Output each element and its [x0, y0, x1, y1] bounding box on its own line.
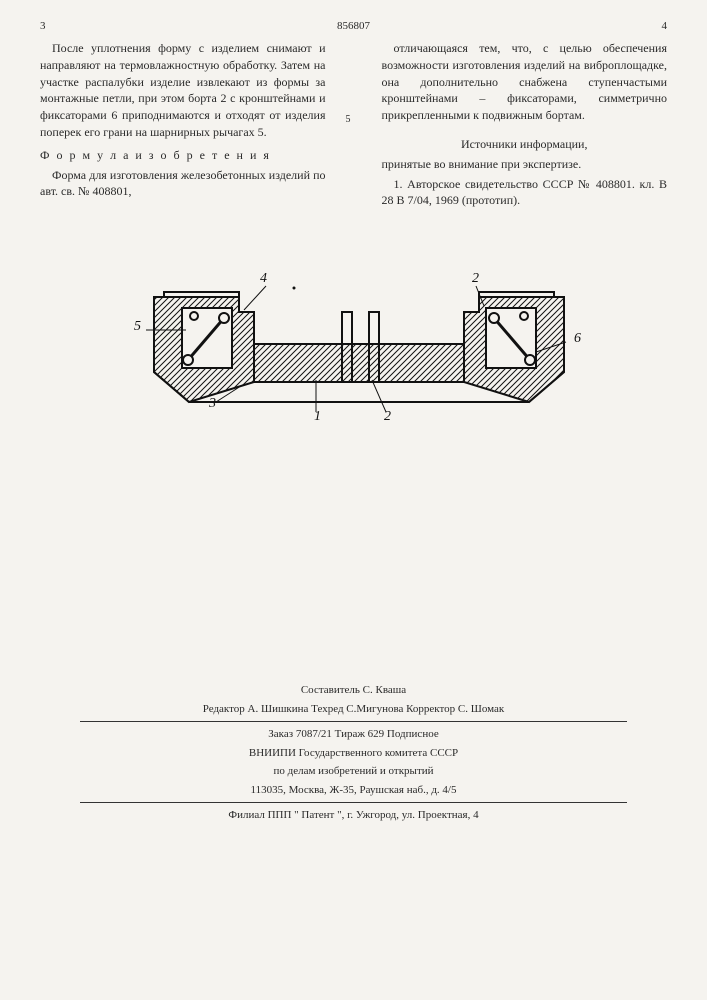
- page-header: 3 856807 4: [40, 20, 667, 32]
- diagram-label-4: 4: [260, 271, 267, 286]
- text-columns: После уплотнения форму с изделием снимаю…: [40, 40, 667, 212]
- divider-2: [80, 802, 627, 803]
- sources-heading: Источники информации,: [382, 136, 668, 153]
- org-line-2: по делам изобретений и открытий: [40, 763, 667, 780]
- formula-heading: Ф о р м у л а и з о б р е т е н и я: [40, 147, 326, 164]
- reference-1: 1. Авторское свидетельство СССР № 408801…: [382, 176, 668, 210]
- diagram-label-5: 5: [134, 319, 141, 334]
- left-para-2: Форма для изготовления железобетонных из…: [40, 167, 326, 201]
- margin-number: 5: [346, 114, 351, 125]
- left-para-1: После уплотнения форму с изделием снимаю…: [40, 40, 326, 141]
- diagram-label-3: 3: [208, 396, 216, 411]
- order-line: Заказ 7087/21 Тираж 629 Подписное: [40, 726, 667, 743]
- credits-block: Составитель С. Кваша Редактор А. Шишкина…: [40, 682, 667, 824]
- diagram-label-6: 6: [574, 331, 581, 346]
- diagram-container: 1 2 2 3 4 5 6: [40, 252, 667, 442]
- divider-1: [80, 721, 627, 722]
- diagram-label-2: 2: [472, 271, 479, 286]
- composer: Составитель С. Кваша: [40, 682, 667, 699]
- diagram-label-1: 1: [314, 409, 321, 424]
- right-para-1: отличающаяся тем, что, с целью обеспечен…: [382, 40, 668, 124]
- left-column: После уплотнения форму с изделием снимаю…: [40, 40, 326, 212]
- page-num-left: 3: [40, 20, 46, 32]
- page-num-right: 4: [662, 20, 668, 32]
- sources-heading-2: принятые во внимание при экспертизе.: [382, 156, 668, 173]
- diagram-label-2: 2: [384, 409, 391, 424]
- right-column: отличающаяся тем, что, с целью обеспечен…: [382, 40, 668, 212]
- doc-number: 856807: [337, 20, 370, 32]
- cross-section-diagram: 1 2 2 3 4 5 6: [94, 252, 614, 442]
- filial-line: Филиал ППП " Патент ", г. Ужгород, ул. П…: [40, 807, 667, 824]
- org-line-1: ВНИИПИ Государственного комитета СССР: [40, 745, 667, 762]
- editor-row: Редактор А. Шишкина Техред С.Мигунова Ко…: [40, 701, 667, 718]
- address-line: 113035, Москва, Ж-35, Раушская наб., д. …: [40, 782, 667, 799]
